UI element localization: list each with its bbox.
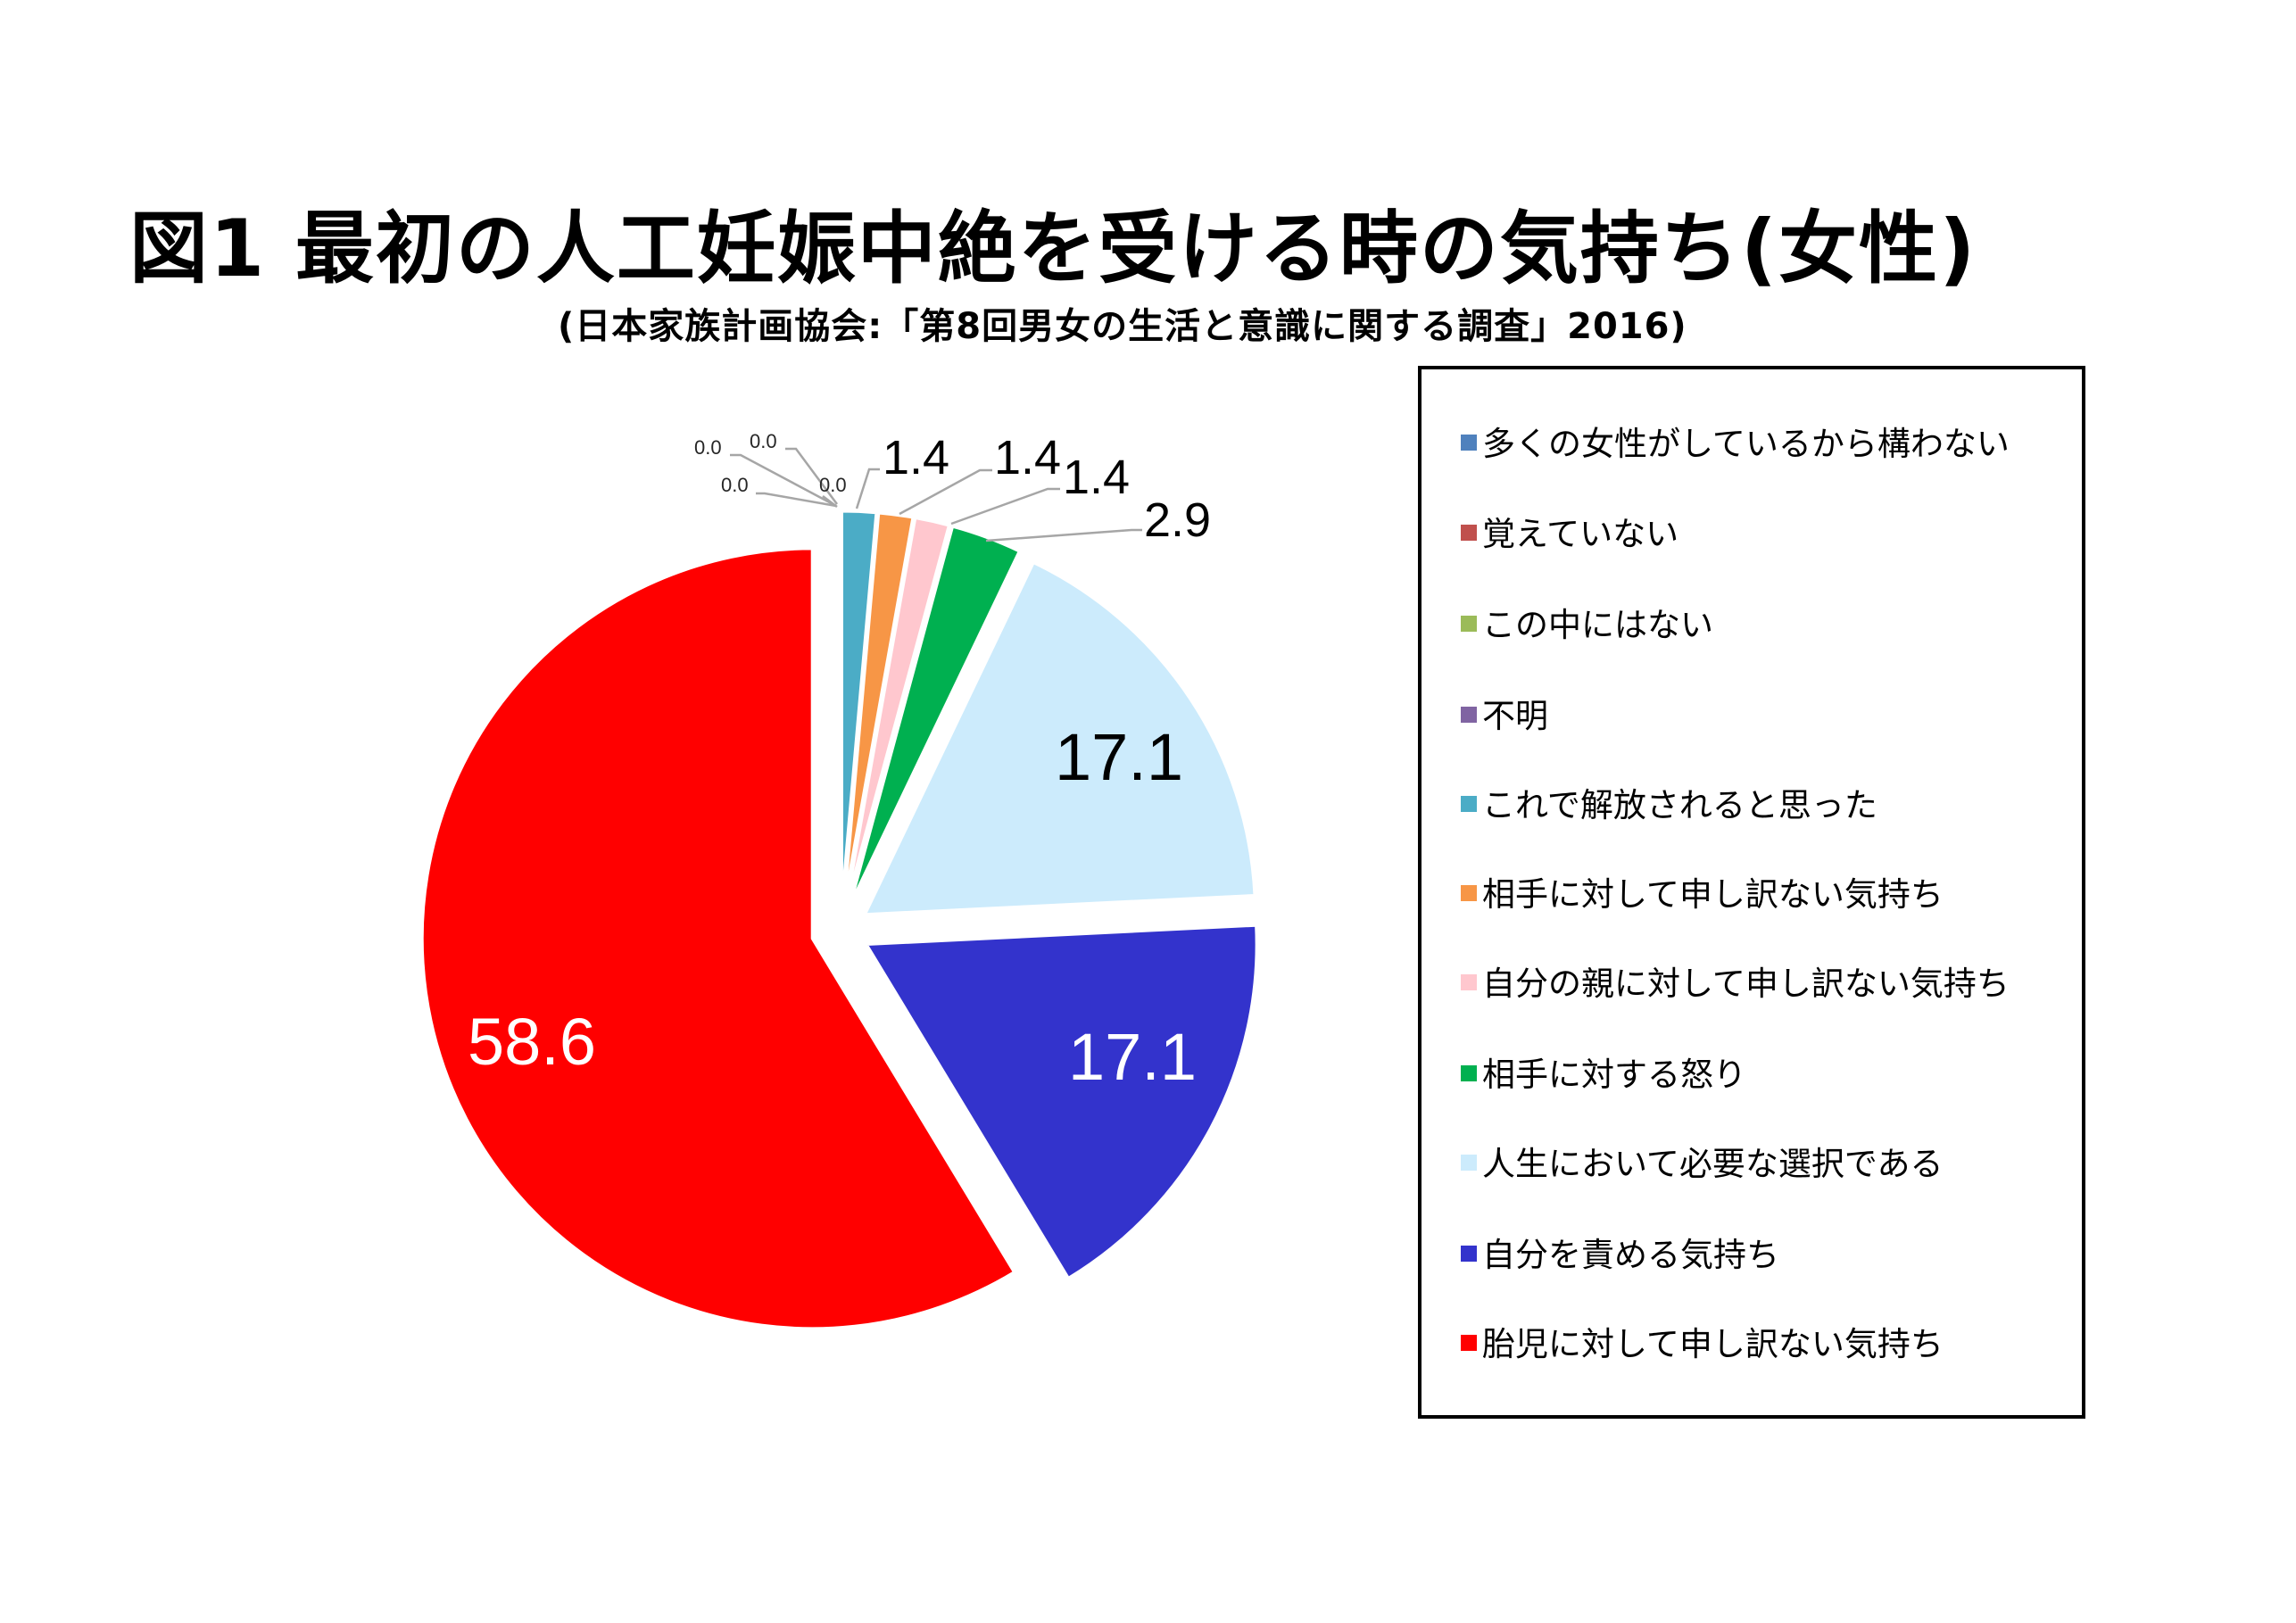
chart-title: 図1 最初の人工妊娠中絶を受ける時の気持ち(女性) [129,203,1977,294]
pie-slice [845,516,951,903]
data-label: 0.0 [819,474,847,496]
leader-line [855,468,880,509]
legend-swatch-icon [1461,1065,1477,1081]
pie-slice [840,509,878,902]
pie-slice [864,923,1258,1280]
data-label: 0.0 [721,474,749,496]
legend-label: 多くの女性がしているから構わない [1482,425,2010,463]
leader-line [985,528,1142,542]
legend-label: 人生において必要な選択である [1482,1145,1944,1183]
data-label: 17.1 [1055,720,1184,794]
legend-label: 相手に対する怒り [1482,1056,1746,1094]
legend-label: 自分を責める気持ち [1482,1236,1779,1274]
data-label: 1.4 [883,431,950,484]
legend-swatch-icon [1461,707,1477,723]
legend-swatch-icon [1461,616,1477,632]
legend-swatch-icon [1461,1335,1477,1351]
pie-slice [842,511,915,902]
legend-swatch-icon [1461,435,1477,451]
leader-lines [730,447,1142,542]
legend-label: 覚えていない [1482,515,1679,553]
legend-swatch-icon [1461,974,1477,990]
legend-swatch-icon [1461,796,1477,812]
data-label: 1.4 [1063,451,1131,504]
legend: 多くの女性がしているから構わない 覚えていない この中にはない 不明 これで解放… [1418,366,2085,1419]
data-label: 17.1 [1068,1020,1198,1094]
leader-line [756,492,837,508]
legend-label: これで解放されると思った [1482,786,1877,824]
data-label: 1.4 [994,431,1062,484]
legend-swatch-icon [1461,885,1477,901]
leader-line [785,447,839,505]
pie-slice [850,525,1022,904]
pie-slice [863,560,1256,916]
leader-line [730,453,837,508]
data-label: 2.9 [1144,493,1212,547]
legend-swatch-icon [1461,525,1477,541]
legend-label: 不明 [1482,697,1548,735]
data-label: 58.6 [468,1005,597,1079]
legend-label: 胎児に対して申し訳ない気持ち [1482,1325,1944,1363]
legend-label: この中にはない [1482,606,1713,644]
leader-line [950,487,1060,526]
leader-line [822,495,838,508]
data-label: 0.0 [750,430,777,452]
leader-line [899,468,992,516]
legend-label: 自分の親に対して申し訳ない気持ち [1482,965,2010,1003]
pie-slices [420,509,1258,1330]
legend-label: 相手に対して申し訳ない気持ち [1482,875,1944,914]
legend-swatch-icon [1461,1246,1477,1262]
legend-swatch-icon [1461,1155,1477,1171]
pie-slice [420,547,1016,1330]
chart-subtitle: (日本家族計画協会:「第8回男女の生活と意識に関する調査」2016) [558,306,1687,347]
data-label: 0.0 [694,436,722,459]
